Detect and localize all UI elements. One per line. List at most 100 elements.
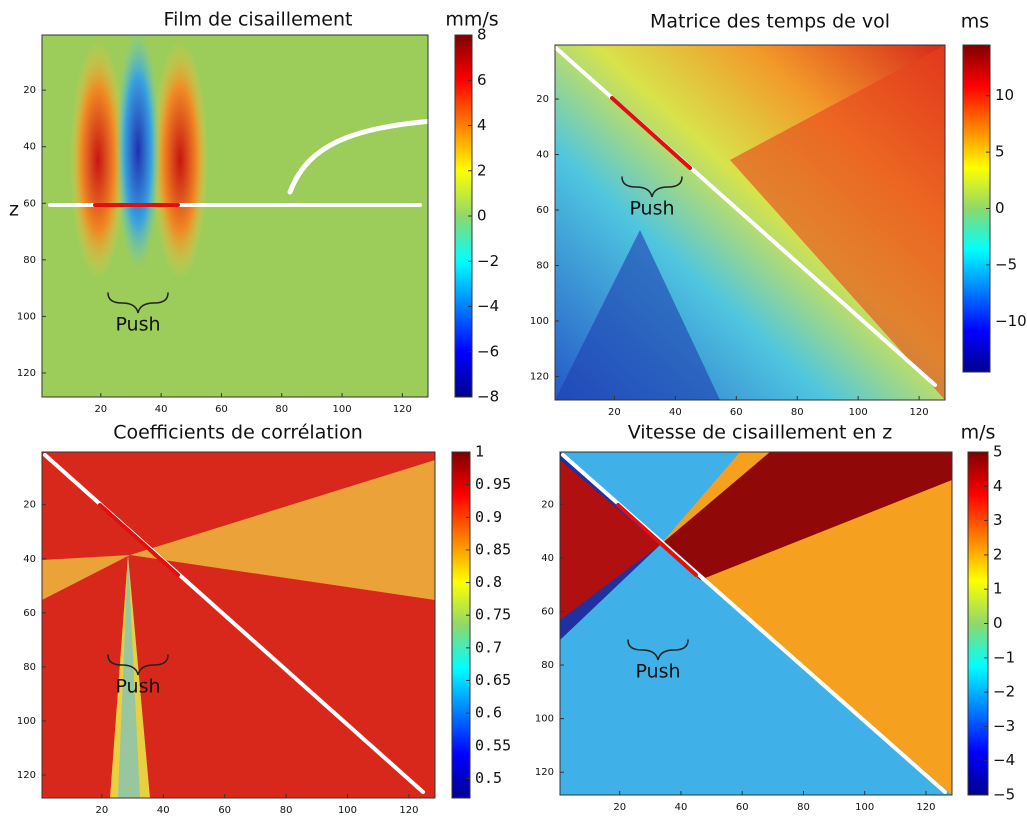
colorbar-tick-label: 2 (477, 161, 487, 179)
colorbar-tick-label: −1 (993, 648, 1015, 666)
colorbar (962, 44, 991, 373)
x-tick-label: 40 (675, 802, 688, 813)
x-tick-label: 60 (730, 407, 743, 418)
y-tick-label: 120 (535, 767, 554, 778)
x-tick-label: 60 (736, 802, 749, 813)
colorbar-tick-label: 0.8 (475, 573, 502, 591)
colorbar-tick-label: 2 (993, 545, 1003, 563)
y-axis-label: z (9, 199, 19, 221)
plot-frame (41, 34, 429, 398)
x-tick-label: 80 (275, 404, 288, 415)
colorbar-tick-label: −3 (993, 717, 1015, 735)
y-tick-label: 20 (23, 85, 36, 96)
colorbar-tick-label: 10 (995, 86, 1014, 104)
x-tick-label: 100 (333, 404, 352, 415)
plot-frame (559, 451, 953, 796)
chart-title: Matrice des temps de vol (650, 11, 890, 33)
y-tick-label: 20 (541, 499, 554, 510)
y-tick-label: 40 (23, 554, 36, 565)
colorbar-tick-label: −5 (993, 786, 1015, 804)
x-tick-label: 60 (215, 404, 228, 415)
y-tick-label: 80 (541, 660, 554, 671)
x-tick-label: 100 (849, 407, 868, 418)
colorbar-tick-label: 0.9 (475, 508, 502, 526)
x-tick-label: 20 (94, 404, 107, 415)
colorbar-tick-label: 1 (993, 580, 1003, 598)
y-tick-label: 20 (536, 94, 549, 105)
colorbar-tick-label: 0.95 (475, 475, 511, 493)
x-tick-label: 60 (218, 805, 231, 816)
colorbar-tick-label: 4 (993, 477, 1003, 495)
x-tick-label: 80 (797, 802, 810, 813)
colorbar-tick-label: 0.7 (475, 638, 502, 656)
x-tick-label: 20 (608, 407, 621, 418)
x-tick-label: 100 (855, 802, 874, 813)
chart-title: Coefficients de corrélation (113, 422, 363, 444)
annotation: Push (635, 661, 680, 683)
y-tick-label: 80 (536, 260, 549, 271)
heatmap-image (42, 35, 428, 397)
colorbar-tick-label: 8 (477, 26, 487, 44)
x-tick-label: 80 (791, 407, 804, 418)
y-tick-label: 120 (17, 368, 36, 379)
colorbar-tick-label: 0.75 (475, 606, 511, 624)
annotation: Push (115, 676, 160, 698)
y-tick-label: 40 (536, 150, 549, 161)
x-tick-label: 80 (280, 805, 293, 816)
colorbar-tick-label: 6 (477, 71, 487, 89)
colorbar-tick-label: −2 (477, 252, 499, 270)
colorbar-tick-label: −5 (995, 255, 1017, 273)
colorbar-label: m/s (961, 422, 996, 444)
colorbar-tick-label: 4 (477, 116, 487, 134)
y-tick-label: 40 (541, 553, 554, 564)
y-tick-label: 100 (17, 716, 36, 727)
colorbar-tick-label: 0.65 (475, 671, 511, 689)
colorbar-tick-label: −6 (477, 342, 499, 360)
plot-frame (41, 451, 436, 799)
x-tick-label: 40 (669, 407, 682, 418)
colorbar-tick-label: 0 (993, 614, 1003, 632)
x-tick-label: 20 (96, 805, 109, 816)
y-tick-label: 60 (541, 606, 554, 617)
y-tick-label: 80 (23, 255, 36, 266)
annotation: Push (629, 198, 674, 220)
x-tick-label: 40 (157, 805, 170, 816)
y-tick-label: 20 (23, 500, 36, 511)
colorbar-tick-label: 0 (477, 207, 487, 225)
y-tick-label: 80 (23, 662, 36, 673)
colorbar-label: ms (961, 11, 989, 33)
x-tick-label: 40 (155, 404, 168, 415)
colorbar-tick-label: −4 (993, 751, 1015, 769)
y-tick-label: 100 (535, 714, 554, 725)
colorbar-tick-label: 0.6 (475, 704, 502, 722)
y-tick-label: 100 (17, 311, 36, 322)
plot-frame (554, 44, 946, 401)
x-tick-label: 120 (916, 802, 935, 813)
colorbar-tick-label: 0.55 (475, 736, 511, 754)
colorbar-tick-label: 5 (993, 443, 1003, 461)
x-tick-label: 100 (338, 805, 357, 816)
x-tick-label: 120 (399, 805, 418, 816)
colorbar-label: mm/s (445, 9, 498, 31)
colorbar-tick-label: −4 (477, 297, 499, 315)
colorbar (451, 451, 471, 799)
colorbar-tick-label: 0 (995, 199, 1005, 217)
y-tick-label: 120 (530, 371, 549, 382)
y-tick-label: 60 (536, 205, 549, 216)
colorbar-tick-label: 3 (993, 511, 1003, 529)
colorbar-tick-label: −2 (993, 683, 1015, 701)
y-tick-label: 40 (23, 142, 36, 153)
colorbar-tick-label: −10 (995, 312, 1027, 330)
y-tick-label: 100 (530, 316, 549, 327)
chart-title: Vitesse de cisaillement en z (628, 422, 893, 444)
x-tick-label: 120 (910, 407, 929, 418)
x-tick-label: 120 (393, 404, 412, 415)
x-tick-label: 20 (613, 802, 626, 813)
y-tick-label: 120 (17, 770, 36, 781)
colorbar-tick-label: −8 (477, 388, 499, 406)
colorbar-tick-label: 0.85 (475, 540, 511, 558)
y-tick-label: 60 (23, 608, 36, 619)
annotation: Push (115, 314, 160, 336)
colorbar-tick-label: 0.5 (475, 769, 502, 787)
